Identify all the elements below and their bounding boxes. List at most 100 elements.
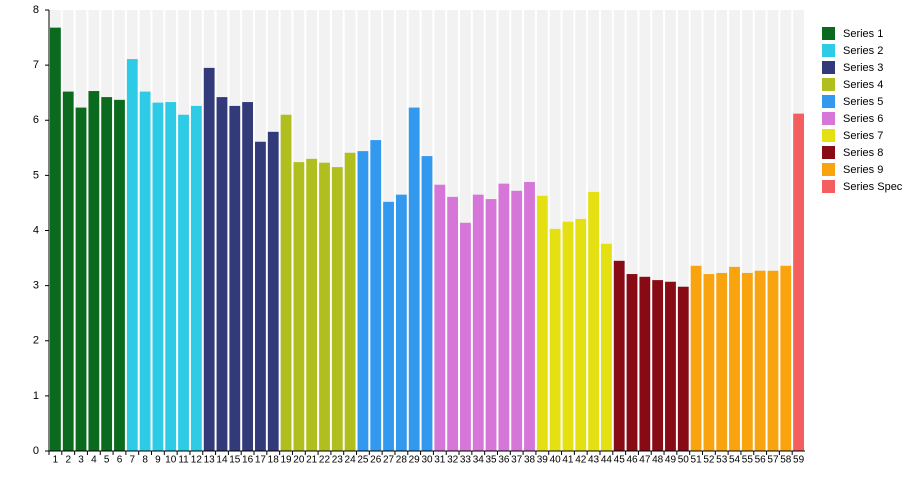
bar	[652, 280, 664, 451]
x-tick-label: 41	[562, 455, 574, 466]
bar	[562, 221, 574, 451]
bar	[600, 243, 612, 451]
x-tick-label: 1	[53, 455, 59, 466]
bar	[588, 191, 599, 451]
x-tick-label: 7	[130, 455, 136, 466]
y-tick-label: 4	[33, 224, 39, 236]
legend-label: Series 7	[843, 130, 883, 142]
x-tick-label: 51	[691, 455, 703, 466]
bar-background	[780, 10, 792, 451]
bar	[690, 265, 702, 451]
x-tick-label: 37	[511, 455, 523, 466]
bar	[216, 97, 228, 451]
bar	[767, 270, 779, 451]
bar	[511, 190, 523, 451]
y-tick-label: 5	[33, 169, 39, 181]
x-tick-label: 32	[447, 455, 459, 466]
y-tick-label: 2	[33, 335, 39, 347]
bar	[754, 270, 766, 451]
bar	[293, 162, 305, 451]
bar	[408, 107, 420, 451]
legend-swatch	[822, 112, 835, 125]
y-tick-label: 0	[33, 445, 39, 457]
legend-swatch	[822, 95, 835, 108]
x-tick-label: 58	[780, 455, 792, 466]
bar	[203, 67, 215, 451]
y-tick-label: 8	[33, 4, 39, 16]
x-tick-label: 59	[793, 455, 805, 466]
x-tick-label: 12	[191, 455, 203, 466]
legend-swatch	[822, 78, 835, 91]
legend-label: Series 6	[843, 113, 883, 125]
x-tick-label: 47	[639, 455, 651, 466]
legend-swatch	[822, 163, 835, 176]
x-tick-label: 13	[204, 455, 216, 466]
bar	[370, 140, 382, 451]
x-tick-label: 26	[370, 455, 382, 466]
x-tick-label: 3	[78, 455, 84, 466]
bar-background	[729, 10, 740, 451]
bar	[434, 184, 446, 451]
bar	[626, 274, 638, 451]
x-tick-label: 5	[104, 455, 110, 466]
bar-background	[626, 10, 638, 451]
x-tick-label: 35	[486, 455, 498, 466]
bar-background	[652, 10, 664, 451]
bar	[280, 114, 292, 452]
bar	[139, 91, 151, 452]
bar	[75, 107, 87, 451]
x-tick-label: 11	[178, 455, 189, 466]
x-tick-label: 56	[755, 455, 767, 466]
x-tick-label: 27	[383, 455, 395, 466]
x-tick-label: 45	[614, 455, 626, 466]
bar	[549, 228, 561, 451]
x-tick-label: 50	[678, 455, 690, 466]
legend-label: Series 5	[843, 96, 883, 108]
legend-label: Series 9	[843, 164, 883, 176]
legend-label: Series Speci	[843, 181, 902, 193]
bar-background	[716, 10, 728, 451]
x-tick-label: 23	[332, 455, 344, 466]
bar	[472, 194, 484, 451]
y-tick-label: 3	[33, 280, 39, 292]
bar	[793, 113, 804, 451]
bar	[780, 265, 792, 451]
bar	[447, 196, 459, 451]
bar	[485, 199, 497, 451]
bar	[383, 201, 394, 451]
x-tick-label: 19	[280, 455, 292, 466]
bar-background	[754, 10, 766, 451]
x-tick-label: 30	[421, 455, 433, 466]
bar-background	[767, 10, 779, 451]
x-tick-label: 15	[229, 455, 241, 466]
bar	[126, 59, 138, 451]
x-tick-label: 54	[729, 455, 741, 466]
legend-swatch	[822, 27, 835, 40]
bar	[677, 286, 689, 451]
bar	[498, 183, 510, 452]
bar	[50, 27, 61, 451]
x-tick-label: 43	[588, 455, 600, 466]
bar-background	[665, 10, 676, 451]
legend-swatch	[822, 129, 835, 142]
bar-background	[677, 10, 689, 451]
bar-background	[600, 10, 612, 451]
bar	[344, 152, 356, 451]
x-tick-label: 53	[716, 455, 728, 466]
bar	[101, 97, 113, 451]
legend-swatch	[822, 44, 835, 57]
bar	[703, 274, 715, 451]
bar	[460, 222, 471, 451]
bar	[319, 162, 330, 452]
legend-label: Series 3	[843, 62, 883, 74]
x-tick-label: 46	[626, 455, 638, 466]
x-tick-label: 9	[155, 455, 161, 466]
bar	[639, 276, 651, 451]
legend-swatch	[822, 61, 835, 74]
x-tick-label: 57	[767, 455, 779, 466]
legend-label: Series 2	[843, 45, 883, 57]
y-tick-label: 1	[33, 390, 39, 402]
bar	[190, 105, 202, 451]
legend-label: Series 1	[843, 28, 883, 40]
